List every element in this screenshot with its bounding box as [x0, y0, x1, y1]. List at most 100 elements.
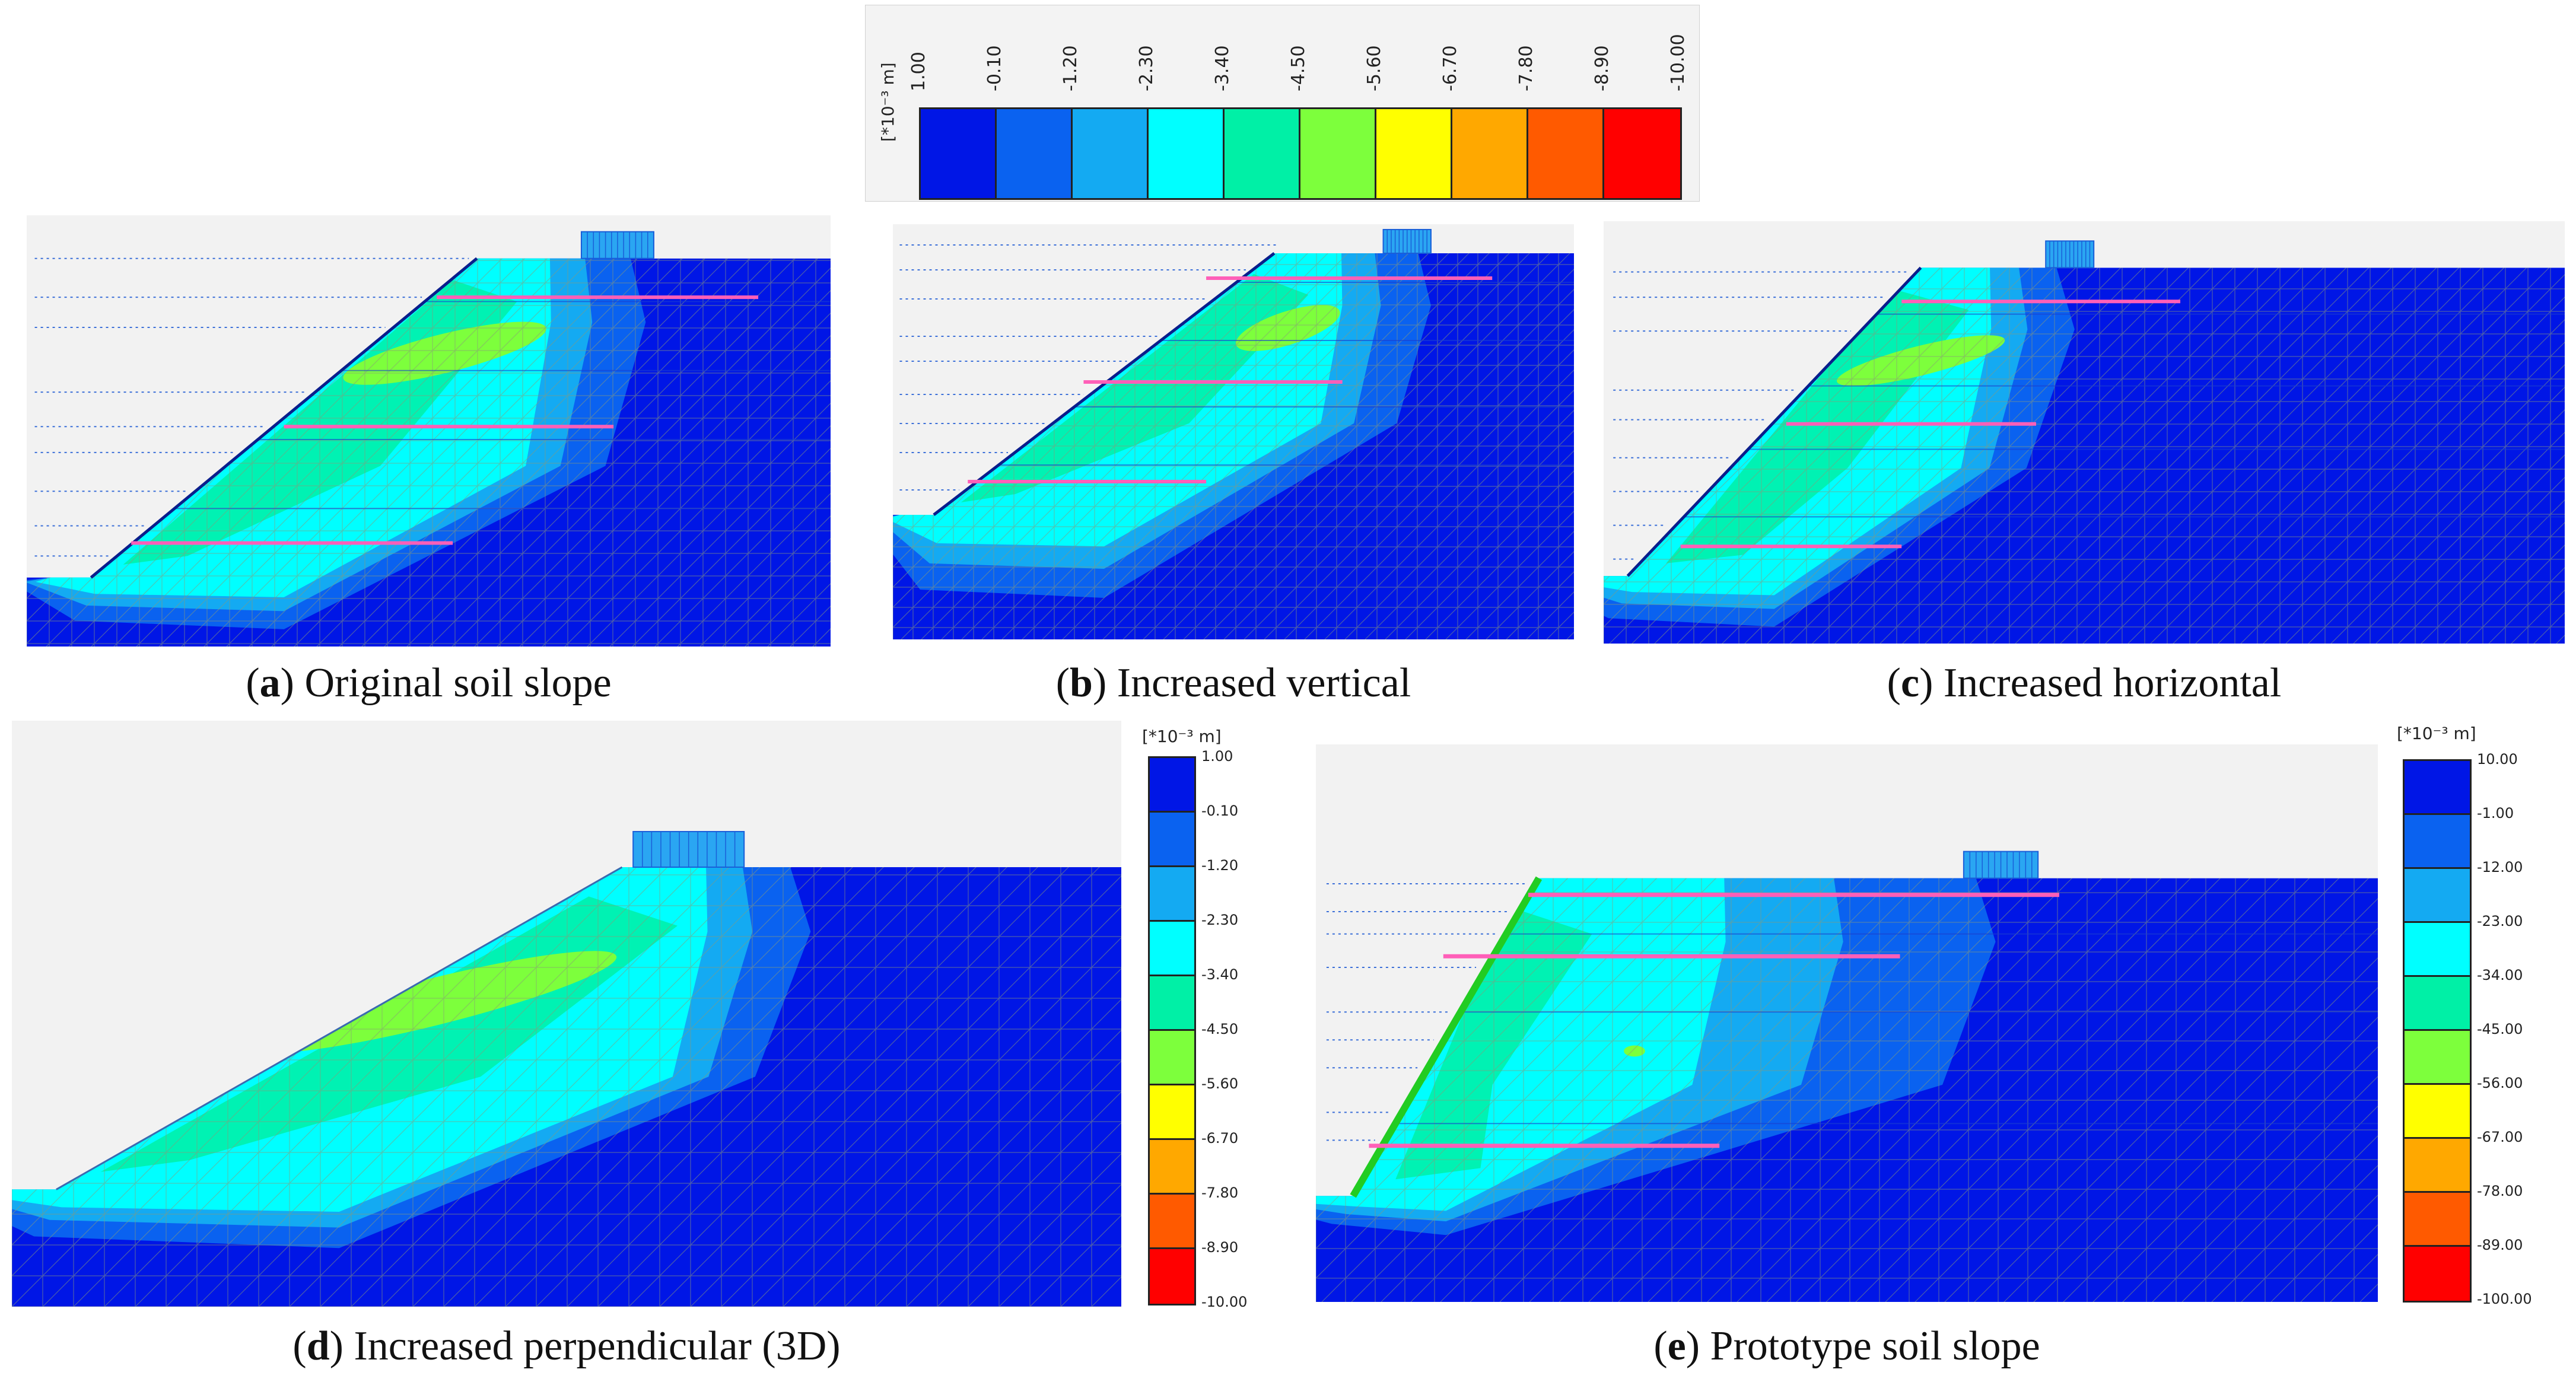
mesh-line: [1609, 268, 2033, 644]
legend-swatch: [1150, 867, 1194, 922]
mesh-line: [1163, 253, 1574, 639]
mesh-line: [2375, 268, 2565, 644]
mesh-line: [567, 867, 1121, 1307]
mesh-line: [2421, 268, 2565, 644]
legend-swatch: [1150, 1140, 1194, 1195]
mesh-line: [752, 867, 1121, 1307]
mesh-line: [1947, 268, 2371, 644]
legend-panel-e: [*10⁻³ m] 10.00 -1.00 -12.00 -23.00 -34.00 -45…: [2385, 718, 2563, 1307]
soil-body: [1604, 268, 2565, 644]
slope-face: [933, 252, 1276, 516]
caption-d: (d) Increased perpendicular (3D): [292, 1323, 841, 1369]
legend-color-bar: [919, 107, 1682, 200]
legend-swatch: [1150, 976, 1194, 1031]
legend-tick-label: -3.40: [1201, 966, 1239, 983]
mesh-line: [813, 867, 1121, 1307]
legend-tick-label: -78.00: [2477, 1183, 2523, 1199]
mesh-line: [196, 867, 784, 1307]
legend-swatch: [1300, 109, 1376, 198]
mesh-line: [597, 867, 1121, 1307]
mesh-line: [227, 867, 815, 1307]
mesh-line: [1857, 268, 2281, 644]
slope-face: [90, 257, 478, 579]
legend-swatch: [1376, 109, 1452, 198]
mesh-line: [1499, 878, 2058, 1302]
mesh-line: [104, 867, 691, 1307]
legend-swatch: [1150, 1195, 1194, 1249]
mesh-line: [2181, 878, 2378, 1302]
mesh-line: [443, 867, 1031, 1307]
mesh-line: [1022, 253, 1438, 639]
mesh-line: [289, 867, 876, 1307]
legend-tick-label: -0.10: [1201, 803, 1239, 819]
mesh-line: [505, 867, 1092, 1307]
slope-model: [1604, 240, 2565, 644]
mesh-line: [1737, 878, 2295, 1302]
mesh-line: [1767, 268, 2190, 644]
legend-swatch: [1528, 109, 1604, 198]
legend-panel-d: [*10⁻³ m] 1.00 -0.10 -1.20 -2.30 -3.40 -4.50 -5…: [1124, 721, 1279, 1310]
mesh-line: [1796, 878, 2355, 1302]
legend-swatch: [1073, 109, 1149, 198]
mesh-line: [91, 258, 523, 647]
mesh-line: [1465, 253, 1574, 639]
panel-increased-perpendicular: [12, 721, 1121, 1307]
mesh-line: [1604, 268, 1987, 644]
mesh-line: [901, 253, 1317, 639]
caption-c: (c) Increased horizontal: [1887, 660, 2282, 706]
legend-tick-label: -45.00: [2477, 1021, 2523, 1037]
mesh-line: [941, 253, 1357, 639]
mesh-line: [384, 258, 816, 647]
mesh-line: [1744, 268, 2168, 644]
mesh-line: [203, 258, 636, 647]
soil-body: [27, 258, 831, 647]
legend-swatch: [2405, 761, 2470, 815]
legend-swatch: [2405, 815, 2470, 869]
mesh-line: [351, 867, 938, 1307]
legend-tick-label: 1.00: [908, 52, 929, 91]
mesh-line: [564, 258, 831, 647]
mesh-line: [1826, 878, 2378, 1302]
mesh-line: [2195, 268, 2565, 644]
mesh-line: [2211, 878, 2378, 1302]
mesh-line: [1648, 878, 2206, 1302]
mesh-line: [2127, 268, 2551, 644]
mesh-line: [2063, 878, 2378, 1302]
mesh-line: [1102, 253, 1519, 639]
mesh-line: [875, 867, 1121, 1307]
mesh-line: [1707, 878, 2266, 1302]
mesh-line: [406, 258, 831, 647]
mesh-line: [722, 258, 831, 647]
mesh-line: [1789, 268, 2213, 644]
mesh-line: [699, 258, 831, 647]
mesh-line: [1654, 268, 2078, 644]
mesh-line: [2330, 268, 2565, 644]
mesh-line: [893, 253, 1297, 639]
mesh-line: [1699, 268, 2123, 644]
mesh-line: [2173, 268, 2565, 644]
mesh-line: [2150, 268, 2565, 644]
legend-tick-label: -6.70: [1440, 45, 1461, 91]
mesh-line: [2488, 268, 2565, 644]
mesh-line: [2353, 268, 2565, 644]
slope-model: [893, 229, 1574, 639]
mesh-line: [998, 867, 1121, 1307]
mesh-line: [677, 258, 831, 647]
mesh-line: [1223, 253, 1574, 639]
zone-5: [343, 321, 546, 385]
mesh-line: [1440, 878, 1999, 1302]
mesh-line: [2015, 268, 2438, 644]
mesh-line: [1925, 268, 2348, 644]
legend-tick-label: -1.20: [1060, 45, 1081, 91]
legend-swatch: [1150, 922, 1194, 976]
legend-swatch: [1149, 109, 1225, 198]
mesh-line: [1122, 253, 1539, 639]
mesh-line: [1974, 878, 2378, 1302]
legend-swatch: [2405, 869, 2470, 923]
caption-e: (e) Prototype soil slope: [1653, 1323, 2040, 1369]
mesh-line: [1316, 878, 1761, 1302]
mesh-line: [1902, 268, 2326, 644]
mesh-line: [1632, 268, 2055, 644]
mesh-line: [1588, 878, 2147, 1302]
mesh-line: [2122, 878, 2378, 1302]
